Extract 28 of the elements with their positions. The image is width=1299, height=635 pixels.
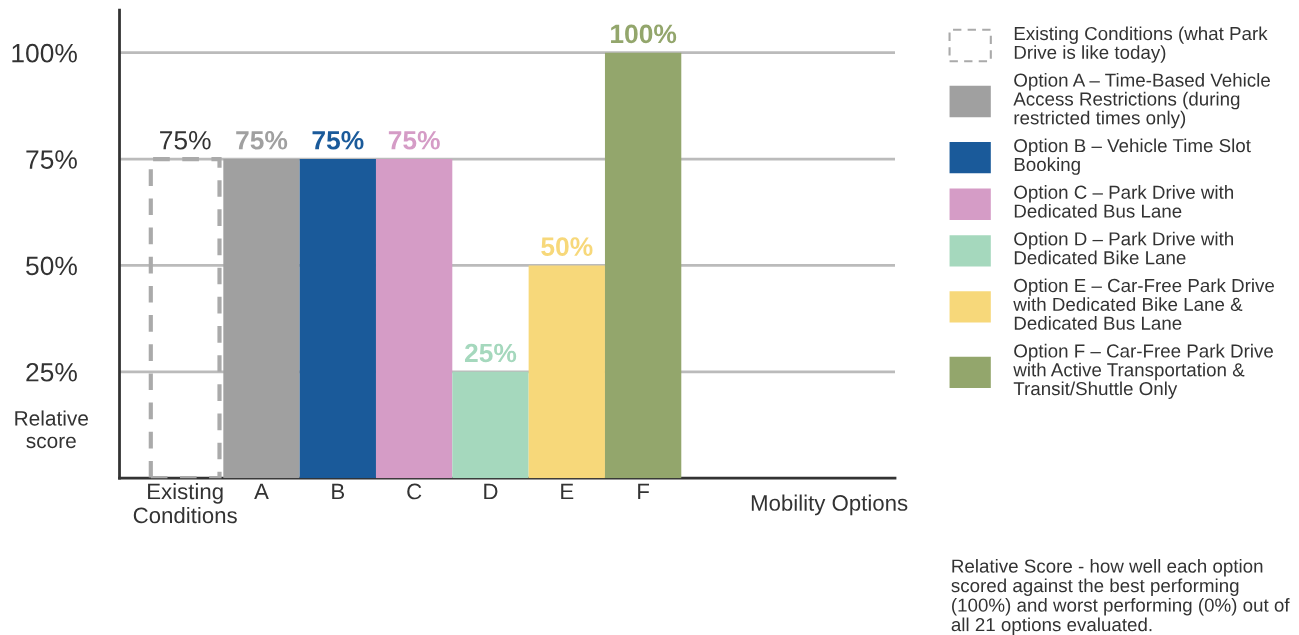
text: Relative Score - how well each option scored against the best performing (100%) and worst performing (0%) out of all 21 options evaluated. [951, 558, 1290, 635]
x-tick-label: B [332, 483, 345, 500]
x-tick-label: C [407, 483, 422, 500]
x-tick-label: Existing Conditions [133, 483, 237, 524]
data-label: 75% [160, 131, 211, 150]
data-label: 75% [388, 130, 440, 150]
data-label: 75% [236, 130, 288, 150]
x-tick-label: D [484, 483, 498, 500]
legend-label: Existing Conditions (what Park Drive is like today) [1014, 26, 1268, 63]
legend-label: Option E – Car-Free Park Drive with Dedicated Bike Lane & Dedicated Bus Lane [1013, 278, 1275, 330]
y-tick-label: 25% [26, 362, 77, 382]
legend-label: Option B – Vehicle Time Slot Booking [1014, 138, 1251, 175]
y-tick-label: 75% [26, 150, 77, 169]
legend-label: Option C – Park Drive with Dedicated Bus Lane [1014, 185, 1233, 218]
x-tick-label: F [638, 483, 650, 500]
y-tick-label: 50% [26, 256, 77, 276]
legend-label: Option D – Park Drive with Dedicated Bike Lane [1014, 231, 1233, 265]
x-tick-label: E [561, 483, 574, 500]
y-tick-label: 100% [12, 43, 77, 63]
data-label: 25% [464, 343, 517, 363]
y-axis-title: Relative score [15, 410, 88, 449]
legend-label: Option F – Car-Free Park Drive with Active Transportation & Transit/Shuttle Only [1013, 343, 1273, 399]
legend-label: Option A – Time-Based Vehicle Access Restrictions (during restricted times only) [1013, 73, 1270, 129]
data-label: 100% [611, 24, 677, 44]
x-tick-label: A [254, 483, 269, 500]
data-label: 75% [312, 130, 364, 150]
data-label: 50% [541, 237, 593, 256]
x-axis-title: Mobility Options [751, 494, 908, 516]
